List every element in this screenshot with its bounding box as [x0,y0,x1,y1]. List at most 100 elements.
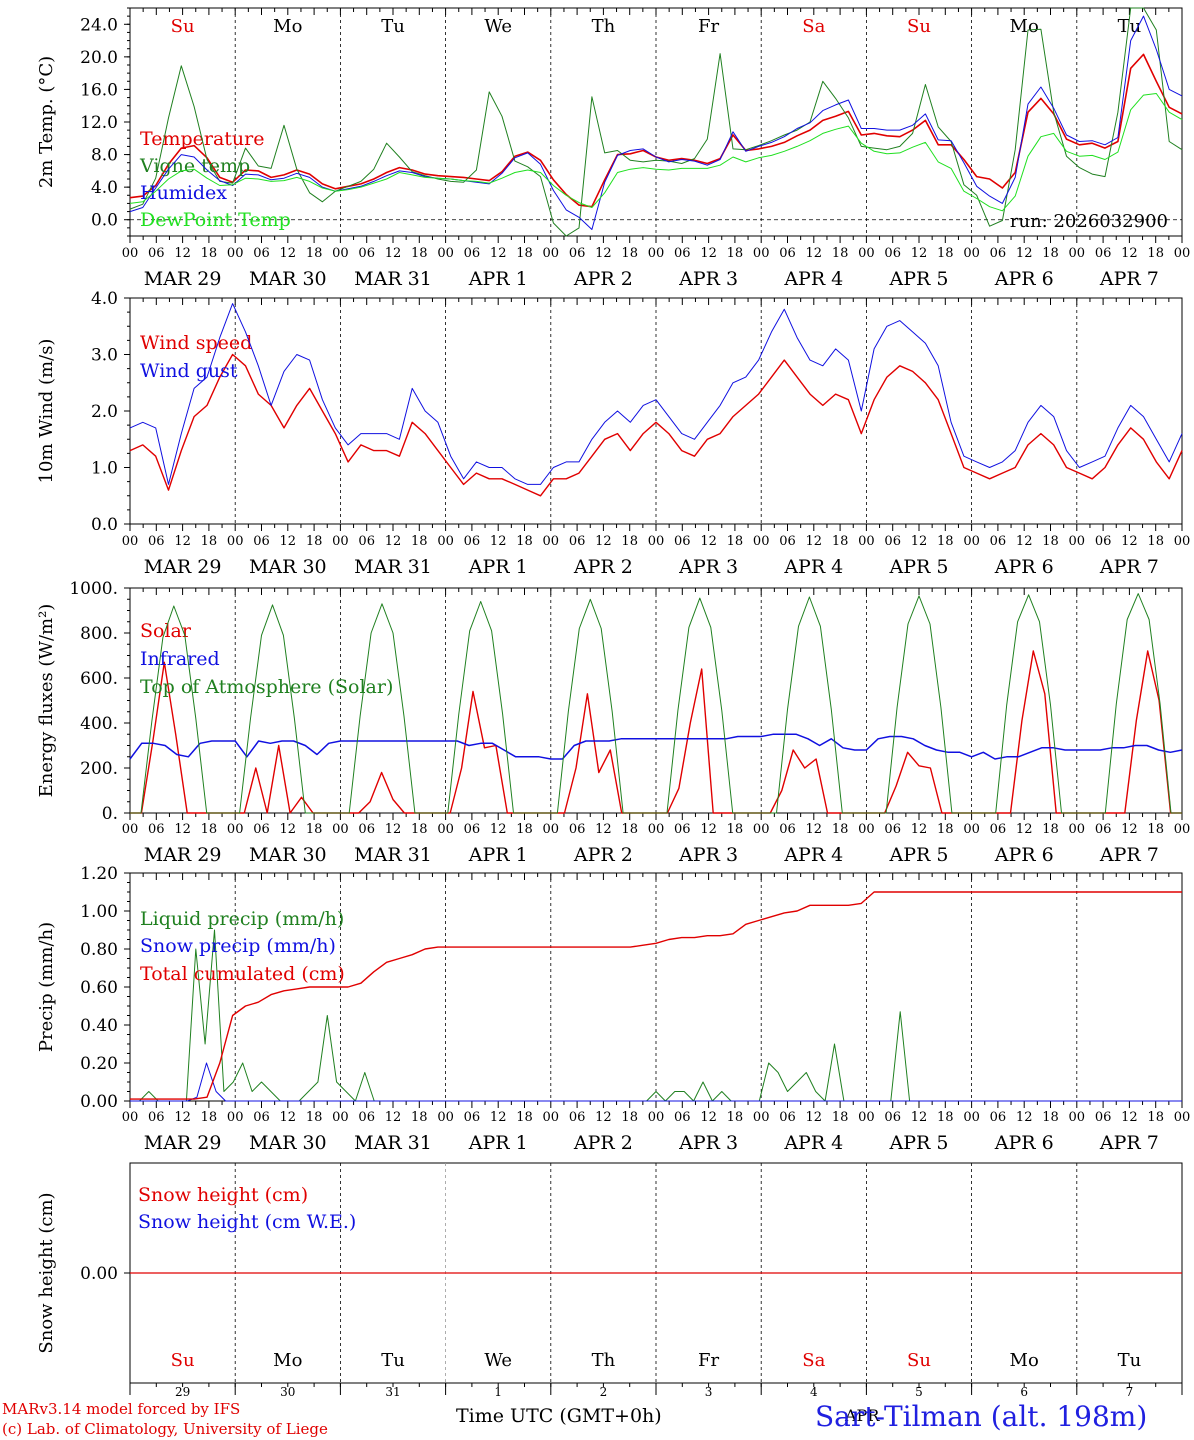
wind-hour-label: 00 [227,534,244,549]
temp-y-tick-label: 12.0 [80,113,118,133]
energy-series-infrared [129,733,1183,760]
precip-y-tick-label: 1.00 [80,902,118,922]
precip-legend-total-cumulated-cm: Total cumulated (cm) [140,963,345,985]
temp-series-vigne-temp [129,7,1183,237]
energy-series-top-of-atmosphere-solar [130,593,1182,814]
energy-legend-top-of-atmosphere-solar: Top of Atmosphere (Solar) [140,676,393,698]
precip-y-axis-label: Precip (mm/h) [36,922,57,1052]
bottom-weekday-label: Tu [381,1350,405,1371]
wind-date-label: APR 7 [1099,556,1159,578]
precip-date-label: APR 5 [889,1132,949,1154]
temp-legend-dewpoint-temp: DewPoint Temp [140,209,291,231]
energy-y-axis-label: Energy fluxes (W/m²) [36,604,57,798]
wind-hour-label: 00 [543,534,560,549]
energy-hour-label: 06 [779,822,796,837]
wind-hour-label: 06 [884,534,901,549]
wind-hour-label: 00 [332,534,349,549]
precip-date-label: APR 3 [678,1132,738,1154]
energy-hour-label: 12 [700,822,717,837]
energy-hour-label: 12 [806,822,823,837]
temp-date-label: APR 2 [573,268,633,290]
wind-hour-label: 00 [858,534,875,549]
energy-hour-label: 18 [1042,822,1059,837]
wind-date-label: MAR 29 [144,556,222,578]
temp-hour-label: 18 [411,246,428,261]
precip-date-label: APR 2 [573,1132,633,1154]
precip-y-tick-label: 0.40 [80,1016,118,1036]
energy-hour-label: 00 [332,822,349,837]
temp-hour-label: 06 [884,246,901,261]
weekday-label: Mo [1010,16,1039,37]
snow-day-number: 2 [600,1385,608,1399]
snow-y-tick-label: 0.00 [80,1264,118,1284]
temp-legend-humidex: Humidex [140,182,227,204]
wind-hour-label: 12 [911,534,928,549]
temp-hour-label: 18 [621,246,638,261]
bottom-weekday-label: We [484,1350,512,1371]
wind-date-label: APR 5 [889,556,949,578]
temp-hour-label: 00 [332,246,349,261]
wind-date-label: APR 2 [573,556,633,578]
temp-hour-label: 18 [937,246,954,261]
snow-day-number: 30 [280,1385,295,1399]
run-label: run: 2026032900 [1010,211,1168,232]
energy-date-label: MAR 31 [354,844,432,866]
bottom-weekday-label: Su [907,1350,931,1371]
temp-hour-label: 18 [306,246,323,261]
energy-hour-label: 00 [963,822,980,837]
wind-hour-label: 18 [832,534,849,549]
precip-hour-label: 18 [621,1110,638,1125]
energy-hour-label: 12 [490,822,507,837]
precip-hour-label: 12 [280,1110,297,1125]
temp-hour-label: 00 [648,246,665,261]
energy-hour-label: 12 [911,822,928,837]
precip-series-snow-precip-mm-h [130,1062,1182,1102]
wind-hour-label: 06 [358,534,375,549]
temp-date-label: APR 7 [1099,268,1159,290]
weekday-label: Su [171,16,195,37]
bottom-weekday-label: Th [592,1350,616,1371]
energy-hour-label: 18 [201,822,218,837]
wind-hour-label: 18 [411,534,428,549]
temp-hour-label: 06 [358,246,375,261]
temp-y-tick-label: 24.0 [80,15,118,35]
temp-y-tick-label: 20.0 [80,48,118,68]
temp-y-tick-label: 8.0 [91,146,118,166]
wind-hour-label: 18 [727,534,744,549]
bottom-weekday-label: Su [171,1350,195,1371]
wind-date-label: APR 3 [678,556,738,578]
wind-hour-label: 06 [569,534,586,549]
bottom-weekday-label: Tu [1118,1350,1142,1371]
precip-hour-label: 12 [174,1110,191,1125]
temp-y-axis-label: 2m Temp. (°C) [36,56,57,188]
temp-hour-label: 12 [911,246,928,261]
energy-hour-label: 12 [174,822,191,837]
precip-date-label: APR 1 [468,1132,528,1154]
temp-hour-label: 06 [253,246,270,261]
energy-hour-label: 18 [832,822,849,837]
credit-lab: (c) Lab. of Climatology, University of L… [2,1420,328,1438]
snow-day-number: 29 [175,1385,190,1399]
energy-hour-label: 06 [148,822,165,837]
precip-hour-label: 06 [1095,1110,1112,1125]
snow-day-number: 1 [494,1385,502,1399]
energy-y-tick-label: 600. [80,669,118,689]
snow-day-number: 4 [810,1385,818,1399]
precip-hour-label: 12 [806,1110,823,1125]
temp-date-label: APR 4 [783,268,843,290]
temp-hour-label: 18 [201,246,218,261]
temp-hour-label: 00 [122,246,139,261]
precip-hour-label: 18 [937,1110,954,1125]
energy-hour-label: 12 [1016,822,1033,837]
precip-hour-label: 00 [122,1110,139,1125]
wind-hour-label: 12 [280,534,297,549]
bottom-weekday-label: Mo [1010,1350,1039,1371]
wind-hour-label: 06 [1095,534,1112,549]
precip-hour-label: 00 [437,1110,454,1125]
wind-hour-label: 18 [937,534,954,549]
wind-date-label: APR 6 [994,556,1054,578]
temp-hour-label: 18 [1147,246,1164,261]
temp-date-label: MAR 29 [144,268,222,290]
temp-hour-label: 06 [1095,246,1112,261]
wind-hour-label: 12 [490,534,507,549]
